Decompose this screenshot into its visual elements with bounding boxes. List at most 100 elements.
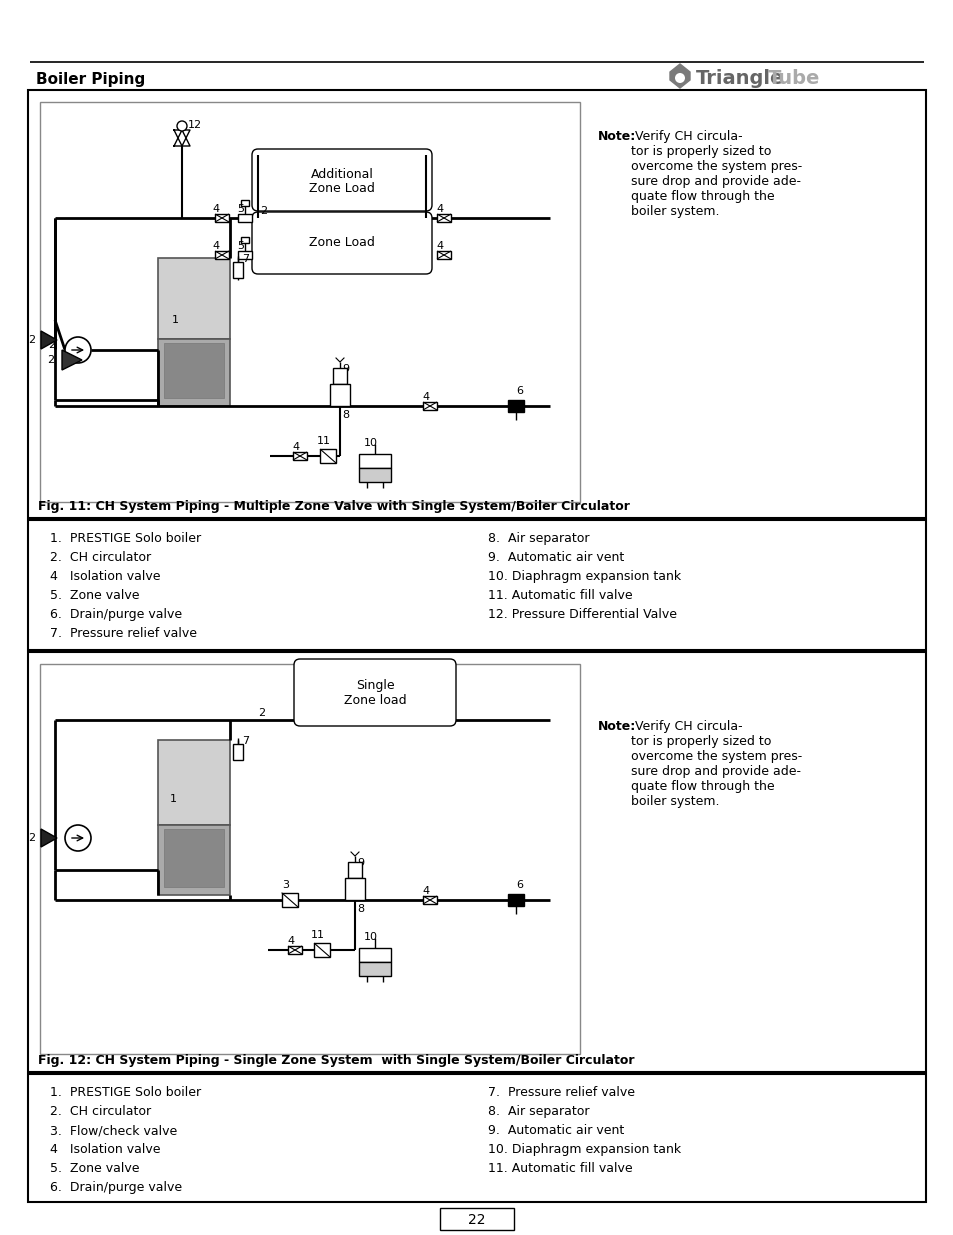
Text: 3.  Flow/check valve: 3. Flow/check valve — [50, 1124, 177, 1137]
Bar — [237, 251, 252, 259]
Text: 2: 2 — [48, 340, 55, 350]
Text: 6: 6 — [516, 881, 522, 890]
Bar — [358, 948, 391, 962]
Text: 3: 3 — [282, 881, 289, 890]
Text: 10: 10 — [364, 438, 377, 448]
Text: 1.  PRESTIGE Solo boiler: 1. PRESTIGE Solo boiler — [50, 532, 201, 545]
Bar — [439, 1208, 514, 1230]
Text: 9: 9 — [341, 364, 349, 374]
Text: 8.  Air separator: 8. Air separator — [488, 1105, 589, 1118]
Text: 2: 2 — [260, 206, 267, 216]
Text: 9.  Automatic air vent: 9. Automatic air vent — [488, 1124, 623, 1137]
Text: Single: Single — [355, 679, 394, 692]
Bar — [314, 944, 330, 957]
Bar — [28, 1074, 925, 1202]
Bar — [237, 214, 252, 222]
Bar — [436, 251, 451, 259]
Text: 4: 4 — [213, 204, 219, 214]
Text: 10. Diaphragm expansion tank: 10. Diaphragm expansion tank — [488, 1144, 680, 1156]
Bar — [241, 200, 249, 206]
Bar — [330, 384, 350, 406]
Circle shape — [65, 337, 91, 363]
Text: Tube: Tube — [767, 69, 820, 88]
Text: 1: 1 — [170, 794, 177, 804]
Text: Fig. 12: CH System Piping - Single Zone System  with Single System/Boiler Circul: Fig. 12: CH System Piping - Single Zone … — [38, 1053, 634, 1067]
Text: 10: 10 — [364, 932, 377, 942]
Text: 2: 2 — [28, 335, 35, 345]
Text: 5: 5 — [237, 204, 244, 214]
Text: 1: 1 — [172, 315, 179, 325]
Bar — [358, 962, 391, 976]
Bar — [348, 862, 361, 878]
Bar — [28, 90, 925, 517]
Polygon shape — [669, 64, 689, 88]
Bar — [233, 262, 243, 278]
Bar — [158, 340, 230, 406]
Bar — [214, 214, 229, 222]
Text: TriangleTube: TriangleTube — [176, 362, 211, 367]
Text: Additional: Additional — [311, 168, 373, 180]
Text: 4: 4 — [436, 204, 443, 214]
Bar — [319, 450, 335, 463]
Bar — [422, 403, 436, 410]
Text: Zone Load: Zone Load — [309, 236, 375, 249]
Text: 5: 5 — [237, 241, 244, 251]
Text: 22: 22 — [468, 1213, 485, 1228]
Text: Boiler Piping: Boiler Piping — [36, 72, 145, 86]
FancyBboxPatch shape — [252, 212, 432, 274]
Text: 2: 2 — [28, 832, 35, 844]
Text: 9: 9 — [356, 858, 364, 868]
Text: 4: 4 — [293, 442, 299, 452]
Text: 4   Isolation valve: 4 Isolation valve — [50, 1144, 160, 1156]
Circle shape — [177, 121, 187, 131]
Bar — [507, 894, 523, 906]
Text: TriangleTube: TriangleTube — [176, 850, 211, 855]
Bar — [158, 258, 230, 340]
Text: 11. Automatic fill valve: 11. Automatic fill valve — [488, 589, 632, 601]
Text: 4: 4 — [436, 241, 443, 251]
Text: Zone load: Zone load — [343, 694, 406, 706]
Bar — [214, 251, 229, 259]
Text: 7: 7 — [242, 736, 249, 746]
Circle shape — [65, 825, 91, 851]
Text: 2: 2 — [47, 354, 54, 366]
Text: Verify CH circula-
tor is properly sized to
overcome the system pres-
sure drop : Verify CH circula- tor is properly sized… — [630, 720, 801, 808]
Bar — [241, 237, 249, 243]
Bar — [28, 520, 925, 650]
Polygon shape — [41, 331, 57, 350]
Bar — [164, 343, 224, 398]
Bar — [28, 652, 925, 1072]
Bar — [158, 740, 230, 825]
Text: 6.  Drain/purge valve: 6. Drain/purge valve — [50, 608, 182, 621]
Text: 4: 4 — [422, 391, 429, 403]
Text: 4: 4 — [213, 241, 219, 251]
Bar — [164, 829, 224, 887]
Bar — [288, 946, 302, 953]
Bar — [358, 454, 391, 468]
Text: 4: 4 — [422, 885, 429, 897]
Text: 8: 8 — [341, 410, 349, 420]
Text: 4   Isolation valve: 4 Isolation valve — [50, 571, 160, 583]
Text: 7.  Pressure relief valve: 7. Pressure relief valve — [50, 627, 196, 640]
Text: 12. Pressure Differential Valve: 12. Pressure Differential Valve — [488, 608, 677, 621]
Polygon shape — [62, 350, 82, 370]
Text: 5.  Zone valve: 5. Zone valve — [50, 1162, 139, 1174]
Text: 11: 11 — [311, 930, 325, 940]
Bar — [422, 897, 436, 904]
Text: Note:: Note: — [598, 130, 636, 143]
Text: 2.  CH circulator: 2. CH circulator — [50, 551, 151, 564]
Text: 2: 2 — [257, 708, 265, 718]
Bar — [293, 452, 307, 459]
Text: 6.  Drain/purge valve: 6. Drain/purge valve — [50, 1181, 182, 1194]
Circle shape — [675, 73, 684, 83]
Bar — [507, 400, 523, 412]
Text: 4: 4 — [287, 936, 294, 946]
Bar — [333, 368, 347, 384]
Text: 10. Diaphragm expansion tank: 10. Diaphragm expansion tank — [488, 571, 680, 583]
Text: 11. Automatic fill valve: 11. Automatic fill valve — [488, 1162, 632, 1174]
FancyBboxPatch shape — [252, 149, 432, 211]
Text: Note:: Note: — [598, 720, 636, 734]
FancyBboxPatch shape — [294, 659, 456, 726]
Text: Triangle: Triangle — [696, 69, 783, 88]
Bar — [282, 893, 297, 906]
